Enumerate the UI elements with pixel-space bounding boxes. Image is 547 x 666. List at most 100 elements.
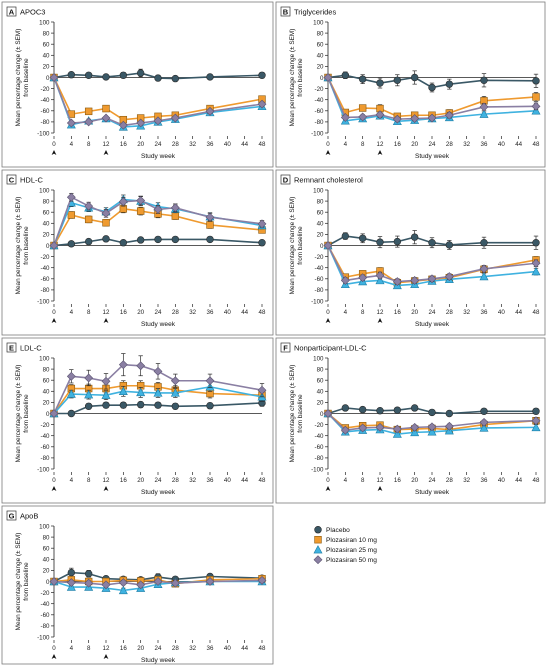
panel-letter-box [280, 342, 291, 353]
x-tick-label: 12 [103, 141, 110, 148]
series-line [327, 77, 537, 123]
y-axis-label-line: from baseline [23, 394, 30, 433]
data-point [410, 233, 419, 241]
data-point [375, 271, 385, 280]
x-tick-label: 12 [377, 309, 384, 316]
y-tick-label: 80 [43, 366, 50, 373]
x-tick-label: 28 [446, 477, 453, 484]
data-point [445, 80, 454, 88]
y-tick-label: 100 [39, 19, 50, 26]
data-point [531, 101, 541, 111]
data-point [101, 376, 111, 386]
x-tick-label: 44 [241, 309, 248, 316]
x-tick-label: 12 [103, 309, 110, 316]
panel-letter: G [9, 512, 15, 521]
data-point [392, 277, 402, 286]
data-point [102, 73, 110, 81]
x-tick-label: 16 [120, 645, 127, 652]
y-tick-label: -20 [41, 422, 51, 429]
series-p50 [49, 353, 267, 418]
x-tick-label: 28 [172, 645, 179, 652]
data-point [84, 237, 93, 246]
data-point [84, 201, 94, 211]
y-tick-label: 100 [313, 187, 324, 194]
x-tick-label: 40 [498, 309, 505, 316]
x-tick-label: 44 [515, 309, 522, 316]
legend-item-p25: Plozasiran 25 mg [313, 545, 377, 554]
y-tick-label: -20 [41, 254, 51, 261]
data-point [153, 116, 163, 126]
x-tick-label: 40 [224, 141, 231, 148]
data-point [118, 120, 128, 130]
x-tick-label: 24 [155, 309, 162, 316]
series-line [327, 77, 537, 120]
y-tick-label: -60 [41, 444, 51, 451]
x-tick-label: 4 [344, 141, 348, 148]
legend: Placebo Plozasiran 10 mg Plozasiran 25 mg P… [312, 523, 430, 569]
data-point [84, 107, 93, 116]
data-point [153, 388, 163, 397]
data-point [154, 235, 162, 244]
data-point [358, 104, 367, 112]
x-tick-label: 20 [411, 309, 418, 316]
dosing-arrow-marker [51, 150, 57, 155]
data-point [101, 113, 111, 123]
data-point [480, 239, 488, 247]
data-point [257, 219, 267, 229]
series-p50 [49, 575, 267, 590]
series-line [327, 412, 537, 435]
x-tick-label: 8 [87, 645, 91, 652]
x-tick-label: 24 [155, 645, 162, 652]
series-placebo [324, 230, 540, 250]
data-point [119, 239, 128, 247]
x-tick-label: 48 [259, 309, 266, 316]
data-point [531, 422, 541, 432]
data-point [427, 427, 437, 436]
x-tick-label: 36 [207, 477, 214, 484]
data-point [84, 117, 94, 127]
dosing-arrow-marker [51, 486, 57, 491]
data-point [154, 401, 162, 409]
y-axis-label: Mean percentage change (± SEM)from basel… [15, 533, 30, 631]
data-point [445, 409, 454, 418]
data-point [531, 416, 541, 426]
y-tick-label: -60 [315, 444, 325, 451]
y-tick-label: -20 [315, 254, 325, 261]
data-point [531, 266, 541, 276]
data-point [392, 424, 402, 434]
x-tick-label: 8 [361, 141, 365, 148]
data-point [393, 76, 402, 84]
x-tick-label: 32 [463, 477, 470, 484]
y-tick-label: 20 [43, 232, 50, 239]
y-tick-label: 60 [317, 42, 324, 49]
data-point [532, 407, 540, 415]
data-point [479, 264, 489, 274]
y-tick-label: 100 [313, 19, 324, 26]
panel-title: Nonparticipant-LDL-C [294, 344, 367, 353]
x-tick-label: 20 [137, 141, 144, 148]
x-tick-label: 0 [52, 645, 56, 652]
legend-label: Plozasiran 50 mg [326, 557, 377, 564]
y-tick-label: 60 [43, 42, 50, 49]
data-point [84, 373, 94, 383]
data-point [101, 208, 111, 218]
y-tick-label: -20 [41, 86, 51, 93]
data-point [358, 234, 367, 242]
dosing-arrow-marker [325, 150, 331, 155]
series-line [327, 74, 537, 89]
x-axis-label: Study week [141, 657, 176, 664]
data-point [49, 73, 59, 82]
y-tick-label: -40 [41, 433, 51, 440]
data-point [479, 109, 489, 118]
data-point [479, 102, 489, 112]
data-point [67, 240, 76, 248]
series-p25 [323, 408, 541, 438]
series-placebo [324, 70, 540, 93]
data-point [340, 113, 350, 122]
x-tick-label: 36 [481, 141, 488, 148]
data-point [427, 274, 437, 284]
data-point [392, 114, 402, 124]
panel-letter: C [9, 176, 15, 185]
data-point [410, 276, 420, 285]
